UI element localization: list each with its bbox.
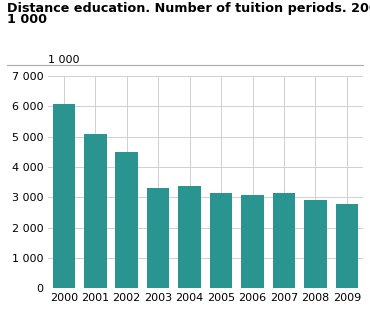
Text: Distance education. Number of tuition periods. 2000-2009: Distance education. Number of tuition pe… [7, 2, 370, 15]
Bar [84, 134, 107, 288]
Text: 1 000: 1 000 [48, 55, 80, 65]
Bar [178, 186, 201, 288]
Bar [53, 104, 75, 288]
Text: 1 000: 1 000 [7, 13, 47, 26]
Bar [115, 152, 138, 288]
Bar [241, 195, 264, 288]
Bar [336, 204, 358, 288]
Bar [273, 193, 295, 288]
Bar [147, 188, 169, 288]
Bar [304, 200, 327, 288]
Bar [210, 193, 232, 288]
